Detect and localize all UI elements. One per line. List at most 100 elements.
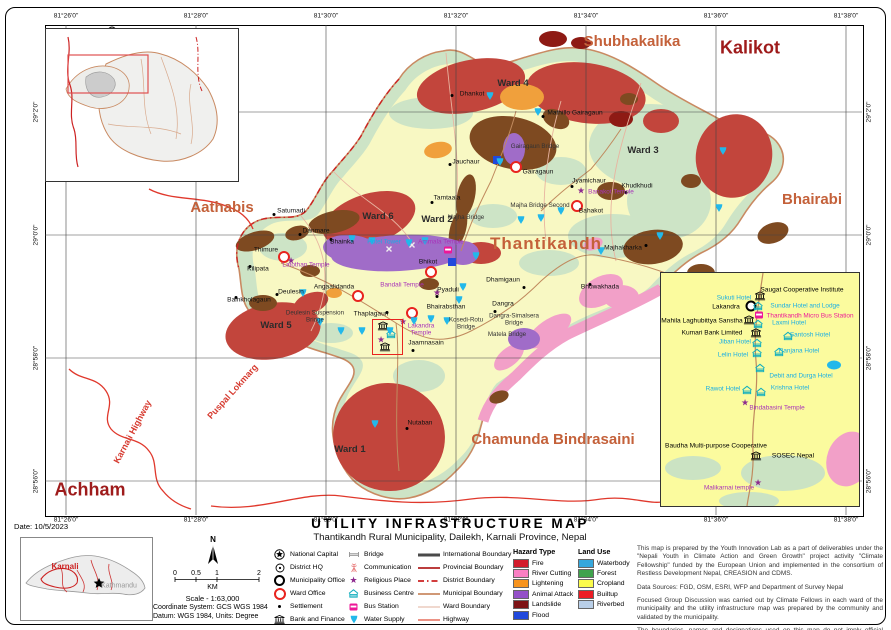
svg-text:0: 0 bbox=[173, 570, 177, 577]
legend-hazard-column: Hazard Type Fire River Cutting Lightening An… bbox=[513, 547, 573, 620]
scale-block: N 0 0.5 1 2 KM Scale - 1:63,000 Coordinate … bbox=[153, 535, 270, 623]
landuse-swatch bbox=[578, 589, 594, 599]
landuse-label: Waterbody bbox=[597, 559, 630, 567]
boundary-line-sample bbox=[418, 578, 440, 584]
hazard-item-river-cutting: River Cutting bbox=[513, 568, 573, 579]
crs-line1: Coordinate System: GCS WGS 1984 bbox=[153, 604, 268, 611]
hazard-label: Landslide bbox=[532, 601, 562, 609]
legend-utility-item-label: Religious Place bbox=[364, 577, 411, 584]
legend-utility-item-label: Bridge bbox=[364, 551, 384, 558]
main-map bbox=[45, 25, 864, 517]
landuse-swatch bbox=[578, 569, 594, 579]
legend-point-item-label: Settlement bbox=[290, 603, 323, 610]
legend-line-label: District Boundary bbox=[443, 577, 495, 584]
legend-point-item-settlement: Settlement bbox=[272, 600, 345, 613]
legend-utility-item-business-centre: Business Centre bbox=[346, 587, 414, 600]
detail-inset bbox=[660, 272, 860, 507]
religious-icon: ★ bbox=[349, 575, 358, 585]
highway-lines bbox=[68, 188, 667, 510]
landuse-item-riverbed: Riverbed bbox=[578, 600, 630, 610]
nepal-karnali-label: Karnali bbox=[51, 561, 79, 571]
landuse-label: Cropland bbox=[597, 580, 625, 588]
river-cutting-patches bbox=[494, 237, 639, 371]
outer-border bbox=[5, 7, 886, 625]
notes-paragraph-3: Focused Group Discussion was carried out… bbox=[637, 596, 883, 621]
district-hq-icon bbox=[272, 563, 287, 573]
nepal-kathmandu-label: Kathmandu bbox=[101, 582, 137, 590]
legend-lines-column: International Boundary Provincial Boundar… bbox=[418, 548, 511, 626]
boundary-line-sample bbox=[418, 591, 440, 597]
communication-icon bbox=[346, 562, 361, 573]
legend-point-item-label: Bank and Finance bbox=[290, 616, 345, 623]
hazard-item-landslide: Landslide bbox=[513, 600, 573, 610]
landuse-item-forest: Forest bbox=[578, 568, 630, 579]
legend-utility-item-communication: Communication bbox=[346, 561, 414, 574]
overview-inset bbox=[45, 28, 239, 182]
landuse-item-builtup: Builtup bbox=[578, 589, 630, 599]
municipality-office-icon bbox=[272, 575, 287, 586]
hazard-item-flood: Flood bbox=[513, 610, 573, 620]
detail-inset-shapes bbox=[665, 273, 859, 506]
hazard-swatch bbox=[513, 610, 529, 620]
hazard-label: Fire bbox=[532, 559, 544, 567]
legend-utility-item-religious-place: ★ Religious Place bbox=[346, 574, 414, 587]
legend-utility-item-label: Communication bbox=[364, 564, 412, 571]
bus-icon bbox=[346, 603, 361, 611]
legend-point-item-label: National Capital bbox=[290, 551, 338, 558]
hazard-label: Lightening bbox=[532, 580, 564, 588]
water-icon bbox=[346, 615, 361, 624]
animal-attack-patches bbox=[323, 133, 540, 350]
legend-line-label: Ward Boundary bbox=[443, 603, 490, 610]
svg-text:0.5: 0.5 bbox=[191, 570, 201, 577]
ward-office-icon bbox=[272, 587, 287, 600]
notes-paragraph-2: Data Sources: FGD, OSM, ESRI, WFP and De… bbox=[637, 583, 844, 591]
scale-unit: KM bbox=[207, 584, 218, 591]
district-boundary-line bbox=[236, 78, 400, 270]
hazard-item-fire: Fire bbox=[513, 558, 573, 568]
legend-points-column: National Capital District HQ Municipality … bbox=[272, 548, 345, 626]
legend-line-item-district-boundary: District Boundary bbox=[418, 574, 511, 587]
road-lines bbox=[280, 110, 702, 472]
scale-text: Scale - 1:63,000 bbox=[185, 594, 240, 603]
legend-line-item-highway: Highway bbox=[418, 613, 511, 626]
map-terrain bbox=[68, 31, 789, 510]
bridge-icon bbox=[346, 551, 361, 558]
landuse-label: Forest bbox=[597, 570, 617, 578]
nepal-shape bbox=[25, 555, 146, 596]
legend-landuse-column: Land Use Waterbody Forest Cropland Builtup Ri… bbox=[578, 547, 630, 610]
business-icon bbox=[346, 589, 361, 598]
legend-line-label: Provincial Boundary bbox=[443, 564, 504, 571]
legend-utility-item-label: Water Supply bbox=[364, 616, 405, 623]
landuse-header: Land Use bbox=[578, 547, 611, 556]
lightening-patches bbox=[326, 84, 544, 298]
fire-patches bbox=[539, 31, 633, 127]
boundary-line-sample bbox=[418, 617, 440, 623]
legend-point-item-label: Ward Office bbox=[290, 590, 326, 597]
hazard-swatch bbox=[513, 579, 529, 589]
north-arrow-icon bbox=[208, 545, 218, 564]
ward-boundary-lines bbox=[300, 52, 642, 332]
landuse-item-waterbody: Waterbody bbox=[578, 558, 630, 568]
svg-text:1: 1 bbox=[215, 570, 219, 577]
hazard-label: Flood bbox=[532, 611, 550, 619]
landuse-swatch bbox=[578, 558, 594, 568]
svg-text:2: 2 bbox=[257, 570, 261, 577]
hazard-item-animal-attack: Animal Attack bbox=[513, 589, 573, 599]
hazard-swatch bbox=[513, 589, 529, 599]
hazard-label: Animal Attack bbox=[532, 590, 574, 598]
scale-bar: 0 0.5 1 2 bbox=[169, 568, 261, 584]
national-capital-icon bbox=[272, 549, 287, 560]
legend-utility-item-water-supply: Water Supply bbox=[346, 613, 414, 626]
hazard-swatch bbox=[513, 569, 529, 579]
hazard-item-lightening: Lightening bbox=[513, 579, 573, 589]
landuse-item-cropland: Cropland bbox=[578, 579, 630, 589]
legend-utility-item-bus-station: Bus Station bbox=[346, 600, 414, 613]
landuse-label: Builtup bbox=[597, 590, 618, 598]
legend-point-item-national-capital: National Capital bbox=[272, 548, 345, 561]
legend-point-item-label: District HQ bbox=[290, 564, 323, 571]
landuse-swatch bbox=[578, 579, 594, 589]
date-label: Date: 10/5/2023 bbox=[14, 522, 69, 531]
overview-inset-shapes bbox=[65, 36, 218, 168]
crs-line2: Datum: WGS 1984, Units: Degree bbox=[153, 613, 259, 620]
